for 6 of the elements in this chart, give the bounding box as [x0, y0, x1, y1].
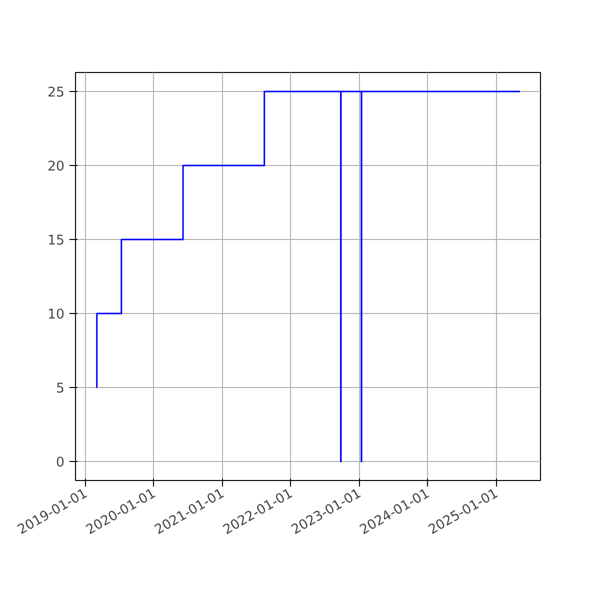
y-tick-label: 0 [56, 456, 65, 471]
y-tick-label: 5 [56, 382, 65, 397]
y-tick-label: 15 [48, 233, 65, 248]
y-tick-label: 10 [48, 308, 65, 323]
y-tick-label: 25 [48, 85, 65, 100]
y-tick-label: 20 [48, 159, 65, 174]
